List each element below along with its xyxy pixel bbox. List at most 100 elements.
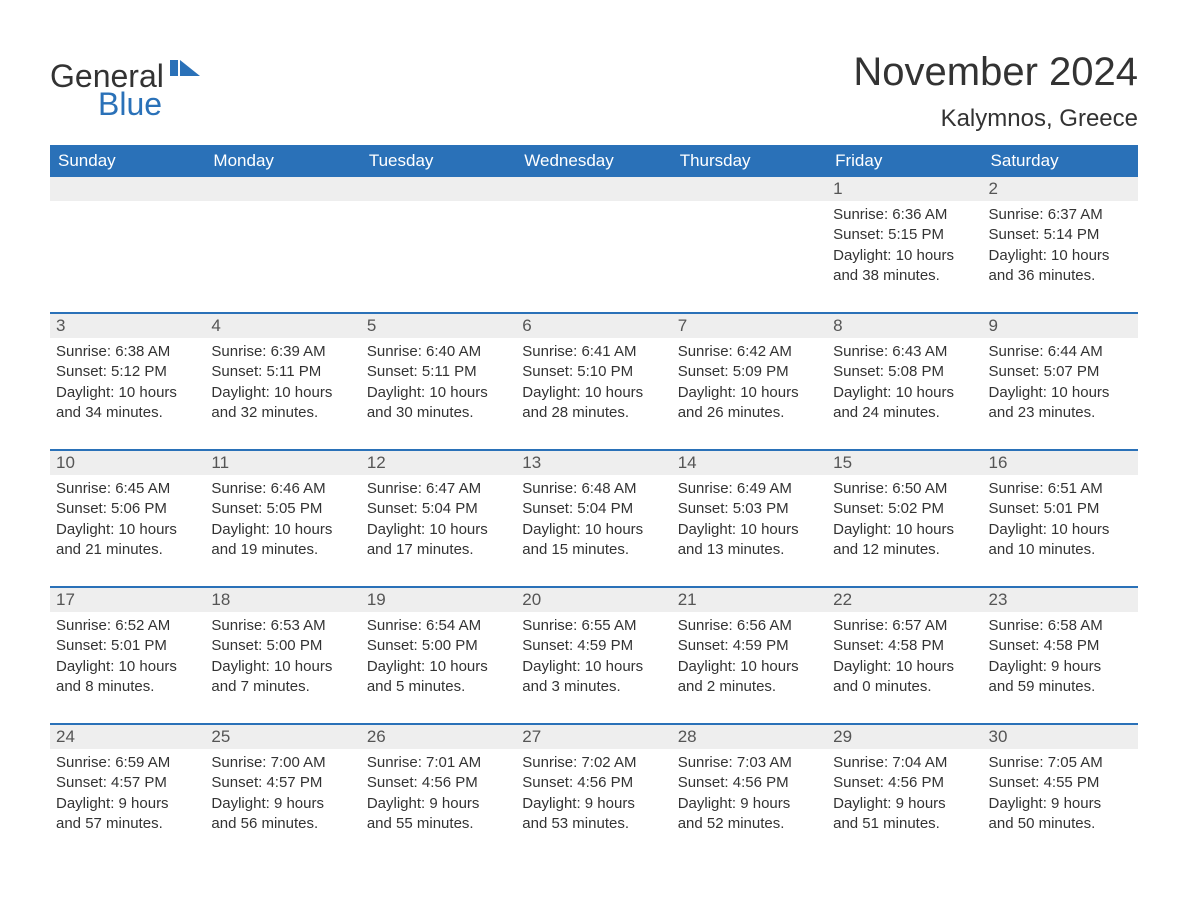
day-number: 5: [361, 314, 516, 338]
cell-daylight2: and 23 minutes.: [989, 403, 1132, 423]
cell-sunrise: Sunrise: 6:58 AM: [989, 616, 1132, 636]
cell-sunset: Sunset: 4:57 PM: [211, 773, 354, 793]
day-number: 17: [50, 588, 205, 612]
cell-daylight2: and 5 minutes.: [367, 677, 510, 697]
day-number: 23: [983, 588, 1138, 612]
cell-daylight2: and 21 minutes.: [56, 540, 199, 560]
cell-daylight1: Daylight: 10 hours: [989, 383, 1132, 403]
cell-sunset: Sunset: 5:11 PM: [211, 362, 354, 382]
cell-body: Sunrise: 6:59 AMSunset: 4:57 PMDaylight:…: [50, 749, 205, 834]
location: Kalymnos, Greece: [853, 105, 1138, 133]
cell-sunrise: Sunrise: 6:36 AM: [833, 205, 976, 225]
calendar-cell: 16Sunrise: 6:51 AMSunset: 5:01 PMDayligh…: [983, 451, 1138, 566]
cell-body: Sunrise: 7:01 AMSunset: 4:56 PMDaylight:…: [361, 749, 516, 834]
cell-daylight1: Daylight: 10 hours: [989, 520, 1132, 540]
cell-sunrise: Sunrise: 6:49 AM: [678, 479, 821, 499]
cell-body: Sunrise: 6:37 AMSunset: 5:14 PMDaylight:…: [983, 201, 1138, 286]
calendar-week: 1Sunrise: 6:36 AMSunset: 5:15 PMDaylight…: [50, 177, 1138, 292]
day-number: 26: [361, 725, 516, 749]
cell-sunset: Sunset: 4:57 PM: [56, 773, 199, 793]
day-number: 7: [672, 314, 827, 338]
day-header-thu: Thursday: [672, 145, 827, 177]
cell-daylight2: and 12 minutes.: [833, 540, 976, 560]
cell-daylight2: and 28 minutes.: [522, 403, 665, 423]
cell-body: Sunrise: 6:44 AMSunset: 5:07 PMDaylight:…: [983, 338, 1138, 423]
calendar-week: 17Sunrise: 6:52 AMSunset: 5:01 PMDayligh…: [50, 586, 1138, 703]
calendar-cell: 1Sunrise: 6:36 AMSunset: 5:15 PMDaylight…: [827, 177, 982, 292]
calendar-cell: [672, 177, 827, 292]
day-number: [205, 177, 360, 201]
cell-body: Sunrise: 6:52 AMSunset: 5:01 PMDaylight:…: [50, 612, 205, 697]
cell-sunset: Sunset: 4:56 PM: [522, 773, 665, 793]
calendar-cell: 17Sunrise: 6:52 AMSunset: 5:01 PMDayligh…: [50, 588, 205, 703]
cell-sunset: Sunset: 5:00 PM: [367, 636, 510, 656]
cell-body: Sunrise: 7:05 AMSunset: 4:55 PMDaylight:…: [983, 749, 1138, 834]
cell-sunset: Sunset: 5:04 PM: [367, 499, 510, 519]
calendar-cell: 9Sunrise: 6:44 AMSunset: 5:07 PMDaylight…: [983, 314, 1138, 429]
cell-daylight2: and 36 minutes.: [989, 266, 1132, 286]
cell-sunrise: Sunrise: 7:03 AM: [678, 753, 821, 773]
cell-body: Sunrise: 6:53 AMSunset: 5:00 PMDaylight:…: [205, 612, 360, 697]
calendar-cell: 24Sunrise: 6:59 AMSunset: 4:57 PMDayligh…: [50, 725, 205, 840]
cell-daylight2: and 10 minutes.: [989, 540, 1132, 560]
day-number: 20: [516, 588, 671, 612]
cell-sunset: Sunset: 4:58 PM: [833, 636, 976, 656]
day-number: 22: [827, 588, 982, 612]
calendar-week: 3Sunrise: 6:38 AMSunset: 5:12 PMDaylight…: [50, 312, 1138, 429]
cell-sunrise: Sunrise: 6:54 AM: [367, 616, 510, 636]
cell-sunset: Sunset: 5:08 PM: [833, 362, 976, 382]
cell-daylight2: and 52 minutes.: [678, 814, 821, 834]
calendar-cell: [50, 177, 205, 292]
cell-body: Sunrise: 7:04 AMSunset: 4:56 PMDaylight:…: [827, 749, 982, 834]
cell-sunrise: Sunrise: 6:37 AM: [989, 205, 1132, 225]
cell-sunrise: Sunrise: 7:00 AM: [211, 753, 354, 773]
cell-sunset: Sunset: 5:00 PM: [211, 636, 354, 656]
cell-sunrise: Sunrise: 6:56 AM: [678, 616, 821, 636]
title-block: November 2024 Kalymnos, Greece: [853, 50, 1138, 133]
cell-body: Sunrise: 6:50 AMSunset: 5:02 PMDaylight:…: [827, 475, 982, 560]
cell-daylight2: and 59 minutes.: [989, 677, 1132, 697]
day-header-tue: Tuesday: [361, 145, 516, 177]
cell-sunrise: Sunrise: 7:05 AM: [989, 753, 1132, 773]
day-number: 3: [50, 314, 205, 338]
day-number: 9: [983, 314, 1138, 338]
cell-daylight1: Daylight: 10 hours: [56, 657, 199, 677]
cell-sunrise: Sunrise: 6:47 AM: [367, 479, 510, 499]
cell-daylight2: and 34 minutes.: [56, 403, 199, 423]
cell-daylight1: Daylight: 10 hours: [367, 657, 510, 677]
cell-sunset: Sunset: 5:11 PM: [367, 362, 510, 382]
cell-sunset: Sunset: 5:15 PM: [833, 225, 976, 245]
cell-daylight1: Daylight: 10 hours: [367, 520, 510, 540]
cell-body: Sunrise: 7:03 AMSunset: 4:56 PMDaylight:…: [672, 749, 827, 834]
cell-daylight1: Daylight: 10 hours: [833, 246, 976, 266]
cell-body: Sunrise: 6:57 AMSunset: 4:58 PMDaylight:…: [827, 612, 982, 697]
cell-sunrise: Sunrise: 6:52 AM: [56, 616, 199, 636]
cell-daylight1: Daylight: 10 hours: [522, 520, 665, 540]
cell-daylight2: and 38 minutes.: [833, 266, 976, 286]
cell-sunset: Sunset: 5:09 PM: [678, 362, 821, 382]
cell-body: Sunrise: 6:55 AMSunset: 4:59 PMDaylight:…: [516, 612, 671, 697]
calendar-cell: 2Sunrise: 6:37 AMSunset: 5:14 PMDaylight…: [983, 177, 1138, 292]
cell-body: Sunrise: 6:48 AMSunset: 5:04 PMDaylight:…: [516, 475, 671, 560]
calendar-cell: 3Sunrise: 6:38 AMSunset: 5:12 PMDaylight…: [50, 314, 205, 429]
day-number: 30: [983, 725, 1138, 749]
cell-daylight2: and 53 minutes.: [522, 814, 665, 834]
cell-sunrise: Sunrise: 6:42 AM: [678, 342, 821, 362]
cell-daylight2: and 3 minutes.: [522, 677, 665, 697]
cell-sunrise: Sunrise: 6:50 AM: [833, 479, 976, 499]
calendar-cell: 12Sunrise: 6:47 AMSunset: 5:04 PMDayligh…: [361, 451, 516, 566]
cell-body: Sunrise: 6:56 AMSunset: 4:59 PMDaylight:…: [672, 612, 827, 697]
cell-sunset: Sunset: 4:58 PM: [989, 636, 1132, 656]
cell-daylight2: and 24 minutes.: [833, 403, 976, 423]
cell-daylight1: Daylight: 10 hours: [989, 246, 1132, 266]
logo-flag-icon: [170, 60, 200, 87]
cell-sunrise: Sunrise: 6:48 AM: [522, 479, 665, 499]
calendar-cell: 30Sunrise: 7:05 AMSunset: 4:55 PMDayligh…: [983, 725, 1138, 840]
day-number: 4: [205, 314, 360, 338]
cell-daylight1: Daylight: 9 hours: [989, 657, 1132, 677]
cell-sunset: Sunset: 5:07 PM: [989, 362, 1132, 382]
calendar: Sunday Monday Tuesday Wednesday Thursday…: [50, 145, 1138, 840]
cell-sunrise: Sunrise: 6:45 AM: [56, 479, 199, 499]
calendar-cell: 18Sunrise: 6:53 AMSunset: 5:00 PMDayligh…: [205, 588, 360, 703]
cell-daylight2: and 7 minutes.: [211, 677, 354, 697]
